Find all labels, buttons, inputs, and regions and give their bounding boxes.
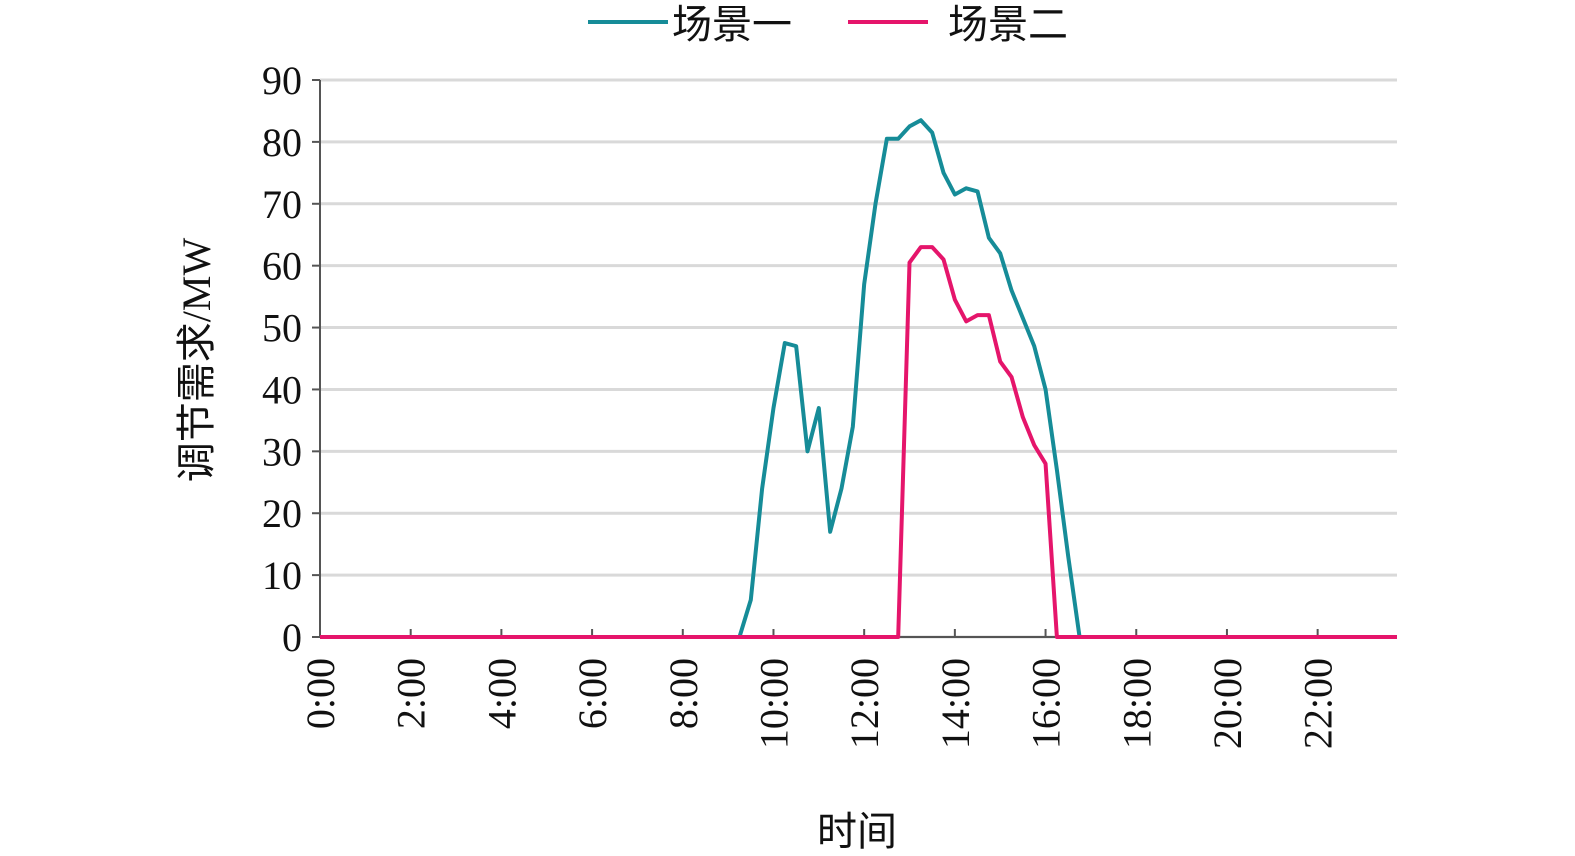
y-tick-label: 90 [262,58,302,103]
x-tick-label: 0:00 [298,658,343,729]
x-tick-label: 22:00 [1296,658,1341,749]
x-tick-label: 6:00 [570,658,615,729]
y-axis-label: 调节需求/MW [174,238,219,483]
y-tick-label: 10 [262,553,302,598]
series-line [320,245,1397,639]
y-tick-label: 20 [262,491,302,536]
x-tick-label: 10:00 [751,658,796,749]
x-tick-label: 20:00 [1205,658,1250,749]
y-tick-label: 30 [262,429,302,474]
x-tick-label: 2:00 [389,658,434,729]
legend-label: 场景二 [948,2,1068,47]
x-tick-label: 14:00 [933,658,978,749]
y-tick-label: 50 [262,306,302,351]
legend-label: 场景一 [672,2,792,47]
x-axis-label: 时间 [817,809,897,854]
y-tick-label: 60 [262,244,302,289]
x-tick-label: 16:00 [1024,658,1069,749]
x-tick-label: 4:00 [479,658,524,729]
y-tick-label: 0 [282,615,302,660]
x-tick-label: 18:00 [1114,658,1159,749]
x-tick-label: 8:00 [661,658,706,729]
series-line [320,118,1397,639]
y-tick-label: 70 [262,182,302,227]
y-tick-label: 80 [262,120,302,165]
x-tick-label: 12:00 [842,658,887,749]
y-tick-label: 40 [262,367,302,412]
